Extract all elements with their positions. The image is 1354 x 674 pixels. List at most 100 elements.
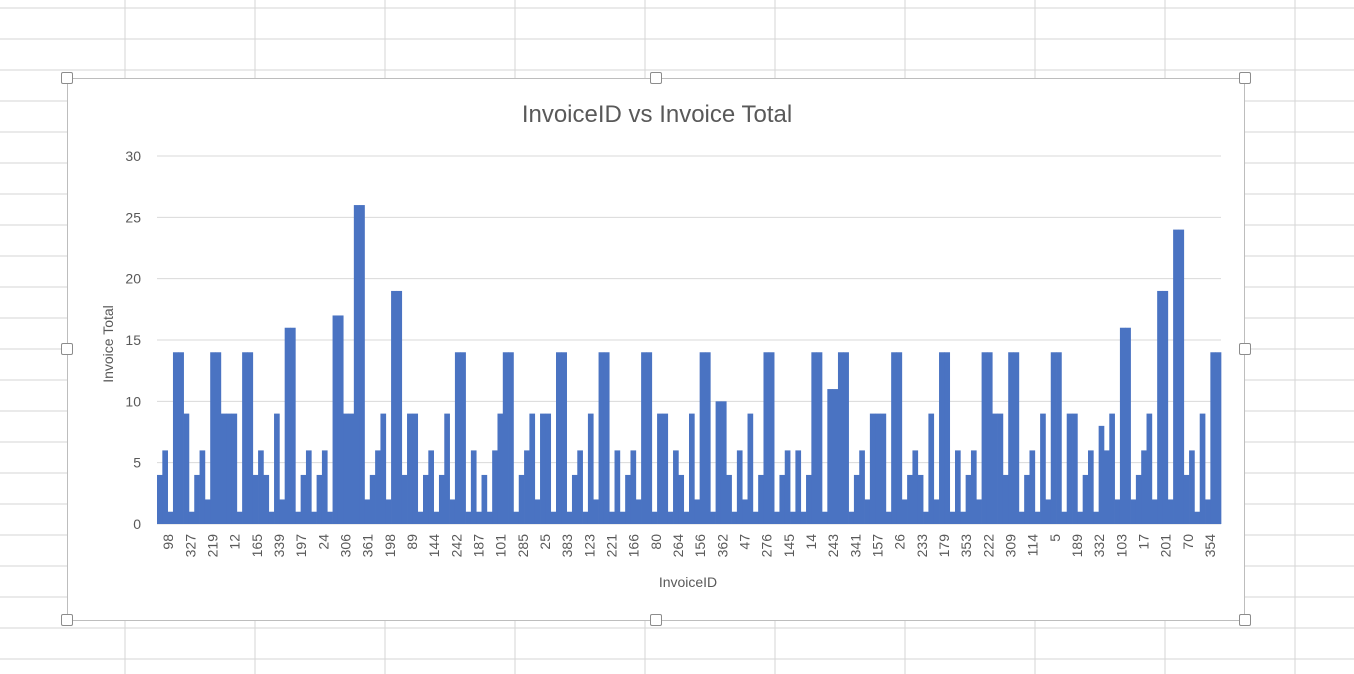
bar: [1045, 499, 1052, 524]
bar: [944, 352, 951, 524]
resize-handle-middle-left[interactable]: [61, 343, 73, 355]
x-tick-label: 354: [1202, 534, 1218, 558]
bar: [316, 474, 323, 524]
bar: [811, 352, 818, 524]
bar: [635, 499, 642, 524]
y-tick-label: 30: [125, 148, 141, 164]
bar: [337, 315, 344, 524]
bar: [258, 450, 264, 524]
x-tick-label: 17: [1135, 534, 1151, 550]
bar: [1210, 352, 1217, 524]
resize-handle-middle-right[interactable]: [1239, 343, 1251, 355]
bar: [481, 474, 488, 524]
x-tick-label: 101: [493, 534, 509, 558]
bar: [513, 511, 520, 524]
bar: [1173, 229, 1179, 524]
bar: [268, 511, 275, 524]
bar: [1109, 413, 1115, 524]
bar: [1178, 229, 1185, 524]
x-tick-label: 285: [515, 534, 531, 558]
x-tick-label: 70: [1180, 534, 1196, 550]
chart-container[interactable]: InvoiceID vs Invoice Total 0 5 10 15 20 25 30 …: [61, 72, 1251, 626]
bar: [651, 511, 658, 524]
bar: [790, 511, 796, 524]
bar: [375, 450, 381, 524]
bar: [242, 352, 248, 524]
bar: [486, 511, 493, 524]
bar: [428, 450, 434, 524]
x-tick-label: 362: [714, 534, 730, 558]
bar: [1151, 499, 1158, 524]
bar: [508, 352, 514, 524]
x-tick-label: 353: [958, 534, 974, 558]
bar: [220, 413, 227, 524]
bar: [768, 352, 775, 524]
bar: [1114, 499, 1121, 524]
bar: [1088, 450, 1094, 524]
bar: [194, 474, 200, 524]
bar: [1029, 450, 1036, 524]
bar: [859, 450, 865, 524]
bar: [1135, 474, 1142, 524]
bar: [497, 413, 504, 524]
bar: [263, 474, 270, 524]
resize-handle-bottom-middle[interactable]: [650, 614, 662, 626]
bar: [423, 474, 429, 524]
resize-handle-top-left[interactable]: [61, 72, 73, 84]
resize-handle-bottom-left[interactable]: [61, 614, 73, 626]
x-tick-label: 201: [1158, 534, 1174, 558]
bar: [449, 499, 456, 524]
bar: [970, 450, 977, 524]
bar: [157, 474, 163, 524]
x-tick-label: 5: [1047, 534, 1063, 542]
bar: [518, 474, 525, 524]
bar: [300, 474, 307, 524]
bar: [992, 413, 998, 524]
bar: [619, 511, 626, 524]
x-tick-label: 26: [892, 534, 908, 550]
bar: [162, 450, 168, 524]
bar: [875, 413, 881, 524]
bar: [800, 511, 807, 524]
x-tick-label: 47: [736, 534, 752, 550]
bar: [343, 413, 349, 524]
x-tick-label: 25: [537, 534, 553, 550]
bar: [571, 474, 578, 524]
x-tick-label: 187: [470, 534, 486, 558]
bar: [188, 511, 195, 524]
bar: [901, 499, 908, 524]
bar: [1189, 450, 1195, 524]
bar: [848, 511, 855, 524]
bar: [385, 499, 392, 524]
bar: [720, 401, 727, 524]
y-tick-label: 15: [125, 332, 141, 348]
bar: [247, 352, 254, 524]
bar: [226, 413, 232, 524]
y-tick-label: 25: [125, 209, 141, 225]
x-tick-label: 222: [980, 534, 996, 558]
bar: [1024, 474, 1030, 524]
x-tick-label: 80: [648, 534, 664, 550]
bar: [1199, 413, 1206, 524]
bar: [933, 499, 940, 524]
x-tick-label: 123: [581, 534, 597, 558]
bar: [795, 450, 802, 524]
bar: [641, 352, 647, 524]
bar: [1077, 511, 1084, 524]
bar: [1072, 413, 1078, 524]
bar: [896, 352, 903, 524]
x-tick-label: 276: [759, 534, 775, 558]
chart-title: InvoiceID vs Invoice Total: [522, 101, 792, 128]
bar: [673, 450, 679, 524]
resize-handle-bottom-right[interactable]: [1239, 614, 1251, 626]
bar: [204, 499, 211, 524]
x-tick-label: 306: [337, 534, 353, 558]
resize-handle-top-middle[interactable]: [650, 72, 662, 84]
bar: [433, 511, 440, 524]
x-tick-label: 12: [227, 534, 243, 550]
resize-handle-top-right[interactable]: [1239, 72, 1251, 84]
bar: [348, 413, 355, 524]
bar: [986, 352, 993, 524]
bar: [1183, 474, 1190, 524]
x-axis-ticks: 98 327 219 12 165 339 197 24 306 361 198 89 144 242 18…: [160, 534, 1218, 558]
